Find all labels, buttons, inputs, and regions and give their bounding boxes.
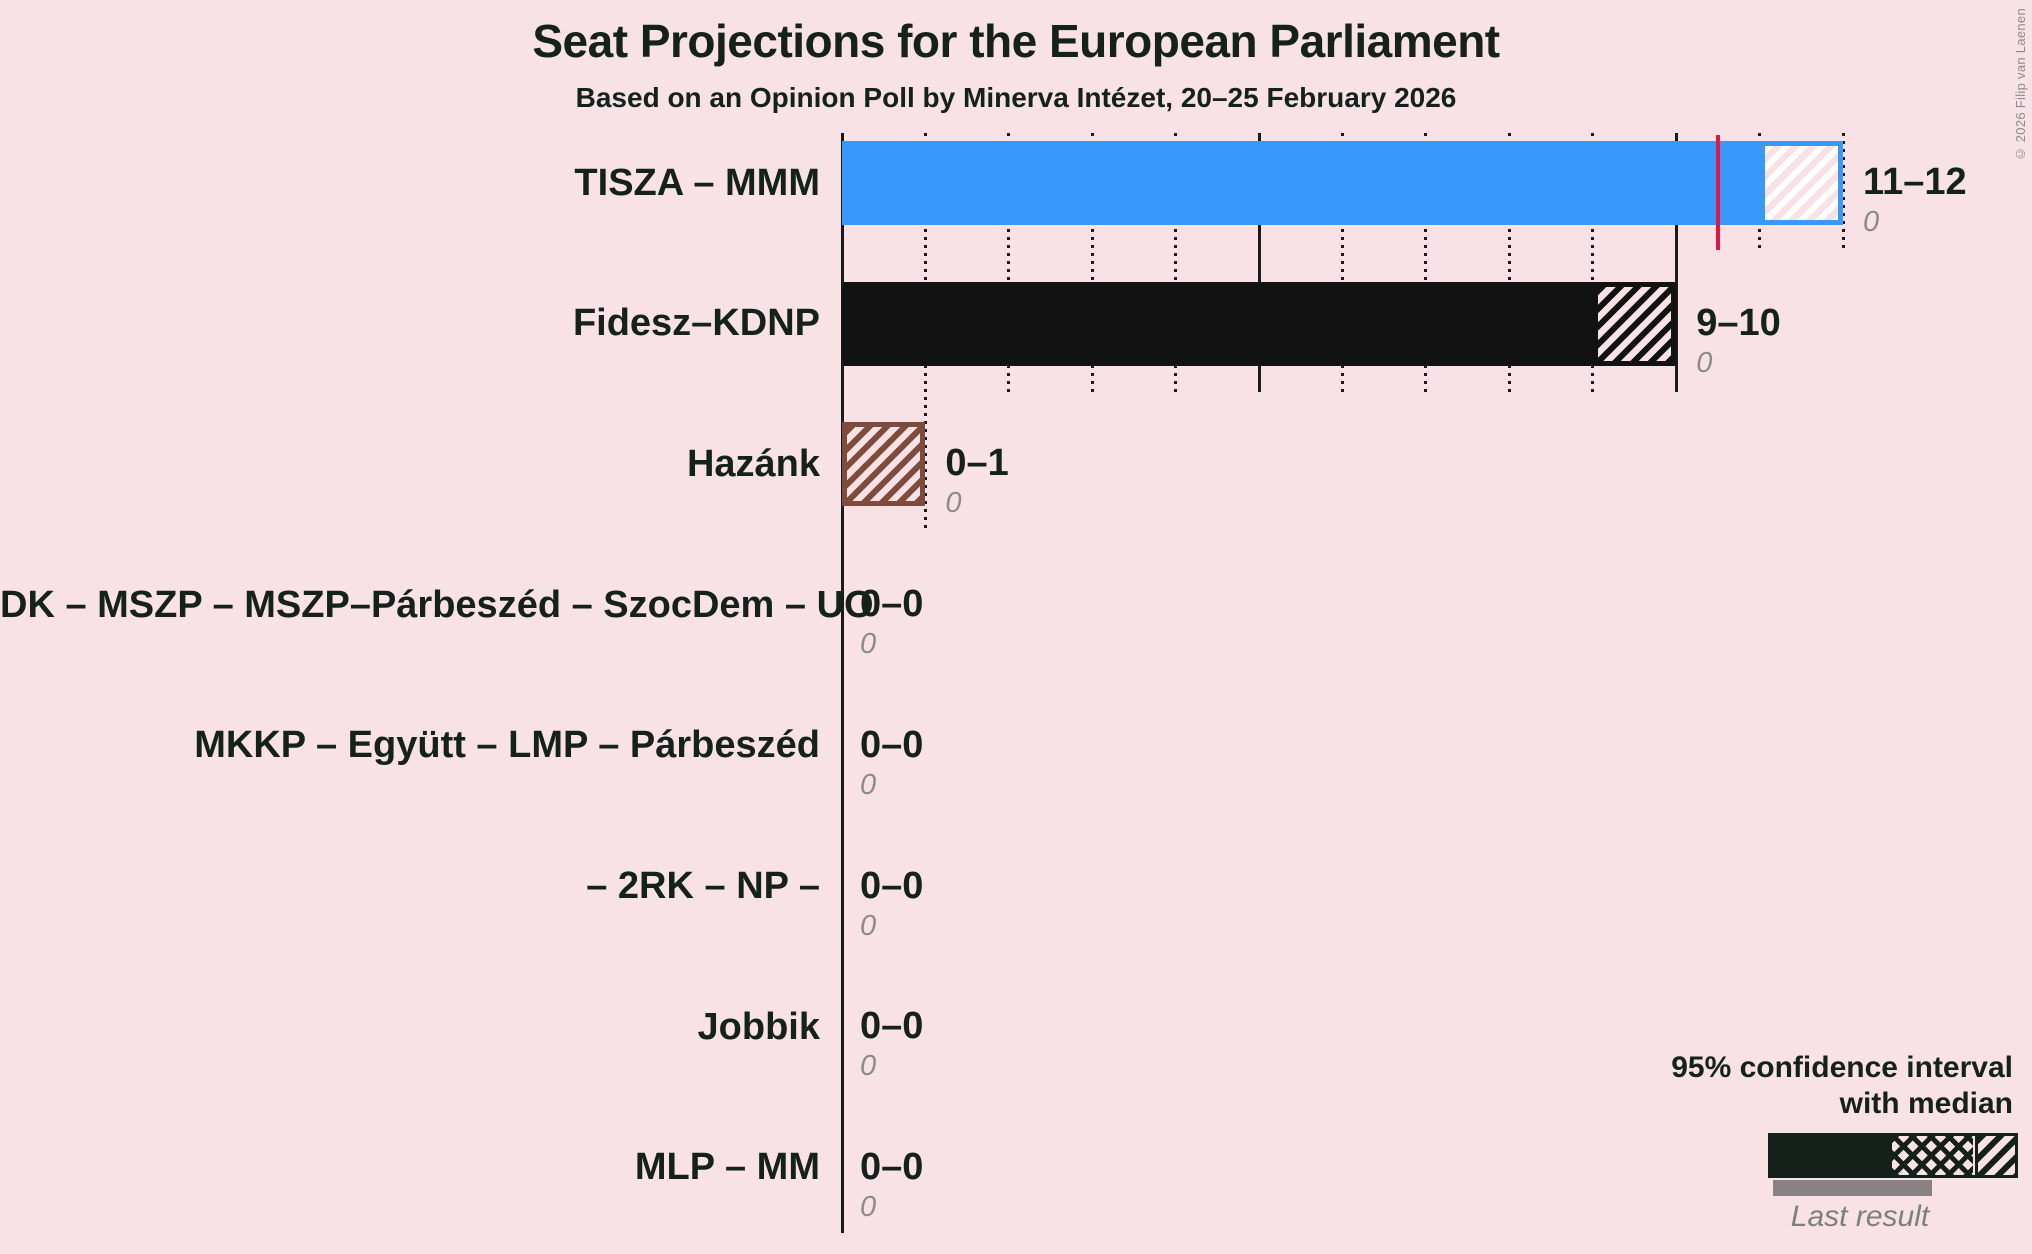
seat-range-label: 0–0	[860, 723, 924, 766]
last-result-label: 0	[1696, 346, 1713, 379]
last-result-label: 0	[1863, 206, 1880, 238]
legend-diagonal-segment	[1975, 1136, 2015, 1175]
last-result-label: 0	[860, 768, 877, 801]
value-labels: 0–1 0	[945, 440, 1008, 520]
party-label: Jobbik	[697, 1005, 820, 1048]
majority-threshold-line	[1715, 135, 1720, 250]
last-result-label: 0	[945, 487, 962, 520]
bar-median	[842, 281, 1593, 366]
party-label: – 2RK – NP –	[586, 865, 820, 907]
legend-ci-sample-bar	[1768, 1133, 2018, 1178]
bar-median	[842, 141, 1760, 225]
seat-range-label: 11–12	[1863, 161, 1967, 203]
seat-range-label: 0–0	[860, 864, 924, 907]
party-label: MLP – MM	[634, 1146, 820, 1189]
copyright-note: © 2026 Filip van Laenen	[2013, 8, 2028, 162]
legend-last-result-bar	[1773, 1180, 1932, 1196]
legend-ci-label: 95% confidence interval with median	[1671, 1050, 2013, 1122]
gridline-seat-3	[1090, 133, 1094, 392]
legend-ci-line1: 95% confidence interval	[1671, 1051, 2013, 1084]
seat-range-label: 0–0	[860, 1005, 924, 1048]
gridline-seat-10	[1674, 133, 1678, 392]
value-labels: 0–0 0	[860, 581, 923, 661]
gridline-seat-9	[1591, 133, 1595, 392]
gridline-seat-2	[1007, 133, 1011, 392]
legend-solid-segment	[1771, 1136, 1892, 1175]
legend-crosshatch-segment	[1892, 1136, 1973, 1175]
seat-range-label: 0–1	[945, 442, 1009, 485]
party-label: Hazánk	[686, 442, 820, 485]
value-labels: 0–0 0	[860, 1144, 923, 1224]
last-result-label: 0	[860, 909, 877, 942]
legend-last-result-label: Last result	[1790, 1200, 1930, 1233]
seat-range-label: 0–0	[860, 1145, 924, 1188]
value-labels: 0–0 0	[860, 863, 923, 943]
gridline-seat-7	[1424, 133, 1428, 392]
value-labels: 9–10 0	[1696, 300, 1781, 380]
last-result-label: 0	[860, 1050, 877, 1083]
seat-range-label: 9–10	[1696, 301, 1781, 344]
last-result-label: 0	[860, 628, 877, 661]
gridline-seat-8	[1507, 133, 1511, 392]
party-label: MKKP – Együtt – LMP – Párbeszéd	[194, 724, 820, 767]
y-axis	[840, 133, 844, 1233]
page-title: Seat Projections for the European Parlia…	[532, 15, 1500, 67]
gridline-seat-5	[1257, 133, 1261, 392]
legend-ci-line2: with median	[1839, 1087, 2013, 1120]
seat-range-label: 0–0	[860, 583, 924, 626]
gridline-seat-4	[1174, 133, 1178, 392]
value-labels: 11–12 0	[1863, 159, 1967, 239]
bar-confidence-interval	[1592, 281, 1677, 366]
party-label: TISZA – MMM	[574, 161, 820, 204]
party-label: Fidesz–KDNP	[572, 302, 820, 345]
last-result-label: 0	[860, 1190, 877, 1223]
gridline-seat-12	[1841, 133, 1845, 251]
bar-confidence-interval	[1759, 141, 1844, 225]
value-labels: 0–0 0	[860, 1003, 923, 1083]
bar-confidence-interval	[842, 422, 926, 507]
chart-subtitle: Based on an Opinion Poll by Minerva Inté…	[575, 82, 1457, 113]
party-label: DK – MSZP – MSZP–Párbeszéd – SzocDem – U…	[0, 583, 874, 626]
value-labels: 0–0 0	[860, 722, 923, 802]
gridline-seat-6	[1341, 133, 1345, 392]
